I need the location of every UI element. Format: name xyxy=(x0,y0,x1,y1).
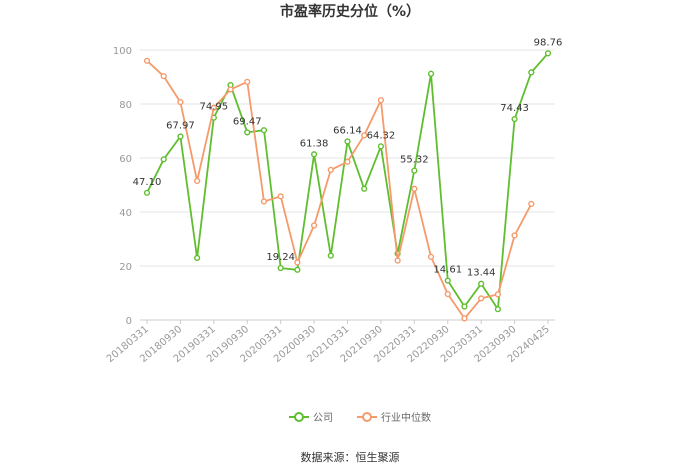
data-label: 98.76 xyxy=(534,37,563,48)
data-point xyxy=(544,50,552,57)
data-point xyxy=(327,166,334,173)
data-label: 67.97 xyxy=(166,120,195,131)
data-point xyxy=(511,232,518,239)
legend-label: 公司 xyxy=(313,413,333,424)
data-source-note: 数据来源：恒生聚源 xyxy=(301,450,400,464)
data-label: 13.44 xyxy=(467,268,496,279)
data-point xyxy=(143,189,151,196)
y-tick-label: 80 xyxy=(119,100,132,111)
data-label: 19.24 xyxy=(266,252,295,263)
data-point xyxy=(494,306,501,313)
data-point xyxy=(277,193,284,200)
data-point xyxy=(227,86,234,93)
data-point xyxy=(427,253,435,260)
data-point xyxy=(194,254,201,262)
y-tick-label: 100 xyxy=(113,46,132,57)
data-point xyxy=(294,266,301,273)
data-point xyxy=(444,277,451,284)
data-point xyxy=(344,158,351,165)
data-point xyxy=(394,257,401,264)
data-point xyxy=(160,73,167,80)
data-point xyxy=(427,70,435,77)
y-tick-label: 20 xyxy=(119,262,132,273)
data-point xyxy=(361,185,368,192)
data-point xyxy=(310,151,318,158)
legend-marker xyxy=(294,412,304,422)
data-point xyxy=(377,143,385,150)
data-label: 69.47 xyxy=(233,116,262,127)
data-point xyxy=(210,104,217,111)
series-line-industry-median xyxy=(146,60,533,320)
data-point xyxy=(528,69,535,76)
data-point xyxy=(361,132,368,139)
data-point xyxy=(294,259,301,266)
y-tick-label: 60 xyxy=(119,154,132,165)
data-label: 74.95 xyxy=(200,102,229,113)
legend-item-industry-median[interactable]: 行业中位数 xyxy=(357,411,431,424)
data-point xyxy=(528,200,535,208)
axes: 0204060801002018033120180930201903312019… xyxy=(105,46,555,365)
data-point xyxy=(511,115,518,123)
data-point xyxy=(478,295,485,302)
data-point xyxy=(461,315,468,322)
legend-item-company[interactable]: 公司 xyxy=(289,412,333,424)
data-label: 61.38 xyxy=(300,138,329,149)
data-label: 74.43 xyxy=(500,103,529,114)
data-point xyxy=(478,280,485,287)
data-point xyxy=(444,290,451,298)
data-label: 55.32 xyxy=(400,155,429,166)
data-point xyxy=(260,127,268,134)
data-point xyxy=(494,291,501,298)
data-point xyxy=(411,167,418,174)
chart-title: 市盈率历史分位（%） xyxy=(280,3,420,20)
data-point xyxy=(244,78,251,85)
data-label: 66.14 xyxy=(333,125,362,136)
data-point xyxy=(194,177,201,185)
data-point xyxy=(177,99,184,106)
data-point xyxy=(461,303,468,310)
y-tick-label: 40 xyxy=(119,208,132,219)
data-label: 64.32 xyxy=(367,130,396,141)
data-label: 47.10 xyxy=(133,177,162,188)
data-point xyxy=(310,222,318,229)
series-lines xyxy=(143,50,552,322)
data-point xyxy=(377,97,385,104)
data-labels: 47.10 67.97 74.95 69.47 19.24 61.38 66.14 64.32… xyxy=(133,37,563,278)
legend-marker xyxy=(362,412,372,422)
data-point xyxy=(411,185,418,192)
legend[interactable]: 公司 行业中位数 xyxy=(289,411,431,424)
y-tick-label: 0 xyxy=(126,316,132,327)
data-point xyxy=(344,138,351,145)
data-point xyxy=(277,264,284,272)
data-point xyxy=(260,198,268,205)
data-label: 14.61 xyxy=(433,265,462,276)
data-point xyxy=(143,57,151,64)
data-point xyxy=(160,156,167,163)
data-point xyxy=(327,252,334,259)
data-point xyxy=(244,129,251,136)
data-point xyxy=(177,133,184,140)
legend-label: 行业中位数 xyxy=(381,411,431,424)
